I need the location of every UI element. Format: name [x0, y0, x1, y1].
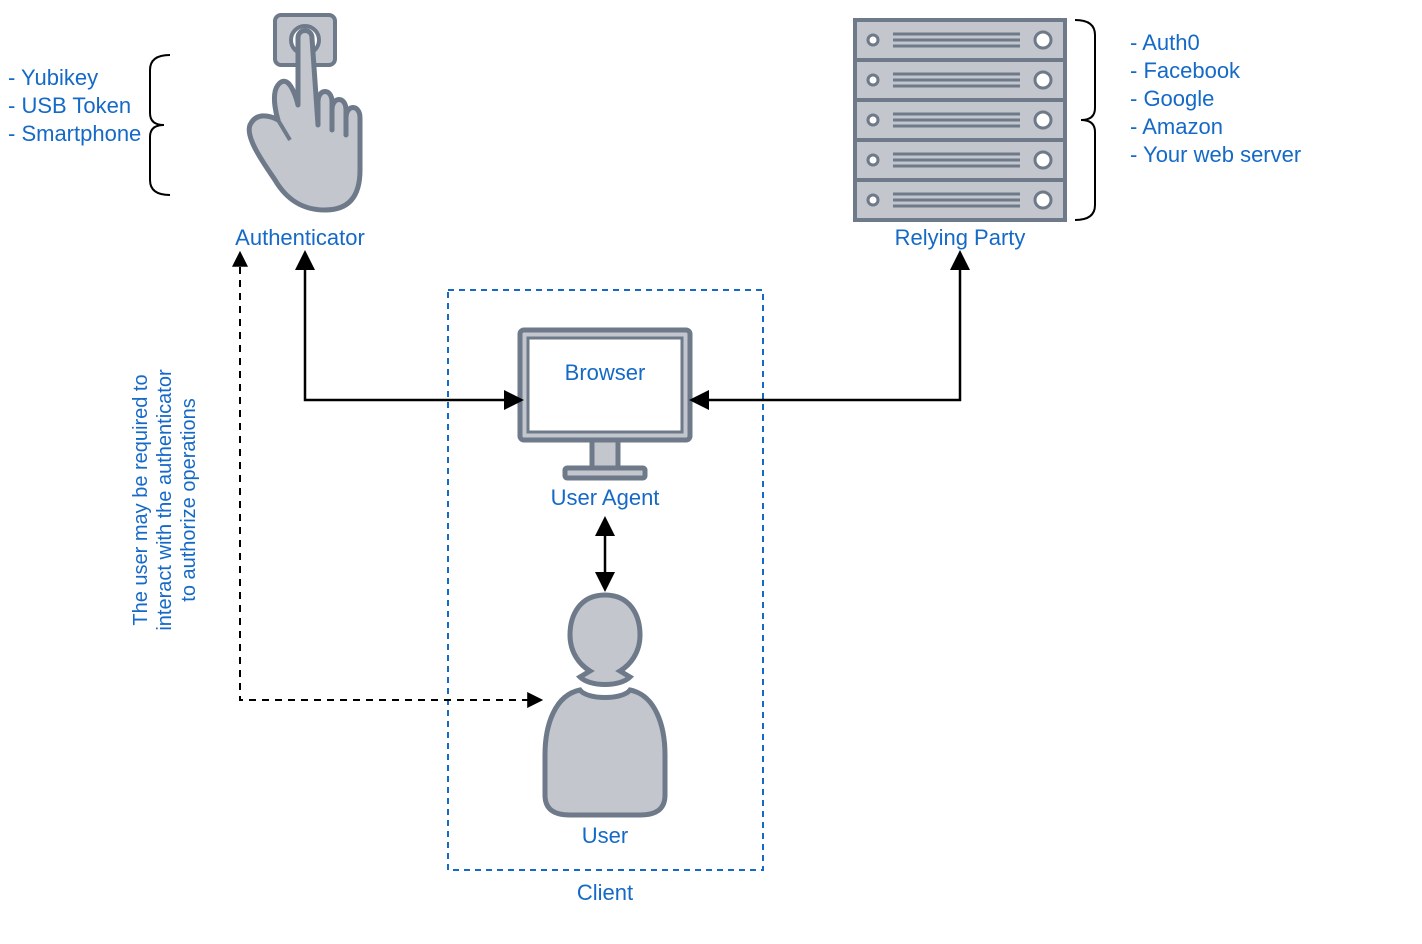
authenticator-example: - Yubikey: [8, 65, 98, 90]
authenticator-brace: [150, 55, 170, 195]
interaction-note: The user may be required tointeract with…: [130, 369, 200, 631]
arrow-authenticator-user-dashed: [240, 254, 540, 700]
server-icon: [855, 20, 1065, 220]
interaction-note-line: to authorize operations: [178, 398, 200, 601]
interaction-note-line: interact with the authenticator: [154, 369, 176, 631]
interaction-note-line: The user may be required to: [130, 374, 152, 625]
relying-party-example: - Your web server: [1130, 142, 1301, 167]
browser-text: Browser: [565, 360, 646, 385]
authenticator-example: - Smartphone: [8, 121, 141, 146]
relying-party-brace: [1075, 20, 1095, 220]
relying-party-example: - Facebook: [1130, 58, 1241, 83]
user-icon: [545, 595, 665, 815]
authenticator-icon: [249, 15, 360, 210]
arrow-relyingparty-browser: [693, 254, 960, 400]
relying-party-example: - Amazon: [1130, 114, 1223, 139]
relying-party-example: - Google: [1130, 86, 1214, 111]
authenticator-examples: - Yubikey - USB Token - Smartphone: [8, 65, 141, 146]
client-label: Client: [577, 880, 633, 905]
relying-party-examples: - Auth0 - Facebook - Google - Amazon - Your …: [1130, 30, 1301, 167]
relying-party-label: Relying Party: [895, 225, 1026, 250]
arrow-authenticator-browser: [305, 254, 520, 400]
user-label: User: [582, 823, 628, 848]
user-agent-label: User Agent: [551, 485, 660, 510]
monitor-icon: [520, 330, 690, 478]
authenticator-label: Authenticator: [235, 225, 365, 250]
authenticator-example: - USB Token: [8, 93, 131, 118]
relying-party-example: - Auth0: [1130, 30, 1200, 55]
